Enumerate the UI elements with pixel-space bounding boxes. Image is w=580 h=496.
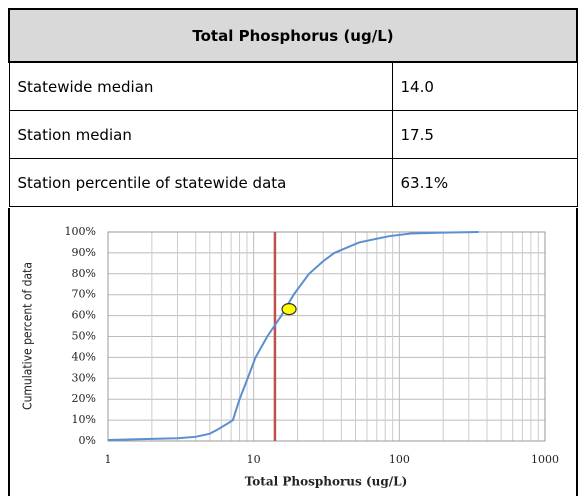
- table-header: Total Phosphorus (ug/L): [8, 8, 578, 63]
- cell: Station median: [8, 110, 393, 159]
- cell: Statewide median: [8, 61, 393, 111]
- x-tick-label: 1: [105, 453, 112, 466]
- y-tick-label: 50%: [72, 330, 96, 343]
- chart: Cumulative percent of data Total Phospho…: [8, 208, 578, 496]
- y-tick-label: 90%: [72, 246, 96, 259]
- x-tick-label: 1000: [531, 453, 559, 466]
- y-tick-label: 60%: [72, 309, 96, 322]
- table-row: Station median 17.5: [8, 110, 578, 159]
- x-axis-label: Total Phosphorus (ug/L): [245, 475, 408, 489]
- cell: 17.5: [391, 110, 578, 159]
- table-row: Statewide median 14.0: [8, 61, 578, 111]
- y-tick-label: 10%: [72, 413, 96, 426]
- y-tick-label: 80%: [72, 267, 96, 280]
- y-tick-label: 70%: [72, 288, 96, 301]
- station-marker: [281, 303, 297, 316]
- cell: Station percentile of statewide data: [8, 158, 393, 207]
- y-axis-label: Cumulative percent of data: [21, 262, 35, 410]
- plot-frame: [107, 231, 546, 442]
- y-tick-label: 20%: [72, 392, 96, 405]
- cell: 14.0: [391, 61, 578, 111]
- y-tick-label: 100%: [65, 225, 96, 238]
- cell: 63.1%: [391, 158, 578, 207]
- x-tick-label: 10: [247, 453, 261, 466]
- y-tick-label: 40%: [72, 350, 96, 363]
- y-tick-label: 0%: [79, 434, 96, 447]
- x-tick-label: 100: [389, 453, 410, 466]
- table-row: Station percentile of statewide data 63.1…: [8, 158, 578, 207]
- summary-table: Total Phosphorus (ug/L) Statewide median…: [8, 8, 578, 207]
- cdf-line: [107, 231, 479, 441]
- y-tick-label: 30%: [72, 371, 96, 384]
